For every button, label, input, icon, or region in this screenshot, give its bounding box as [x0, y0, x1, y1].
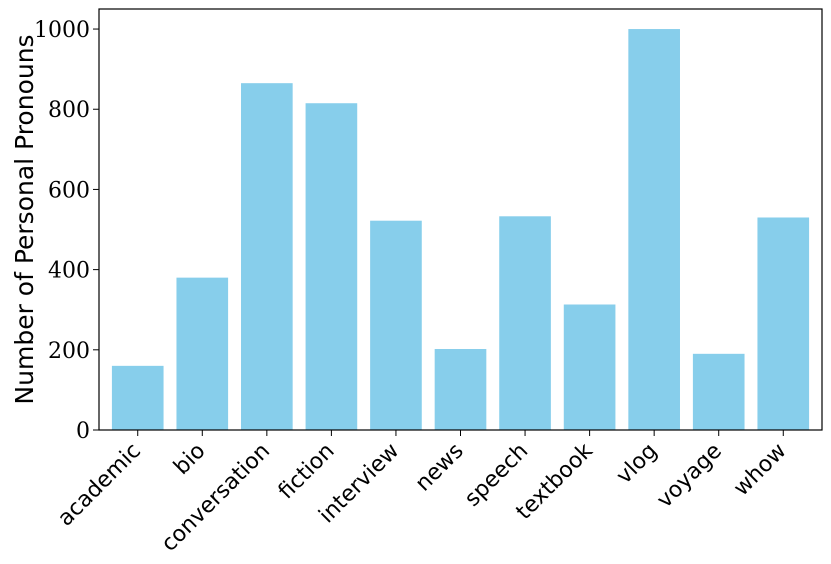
y-tick-label: 0 — [76, 419, 90, 444]
y-tick-label: 600 — [48, 178, 90, 203]
bars-group — [111, 29, 810, 431]
bar-whow — [757, 217, 810, 430]
y-axis-ticks: 0 200 400 600 800 1000 — [34, 18, 99, 444]
x-tick-label: academic — [53, 439, 146, 532]
x-tick-label: vlog — [612, 439, 663, 490]
bar-vlog — [628, 29, 680, 431]
bar-academic — [111, 365, 164, 430]
y-tick-label: 200 — [48, 339, 90, 364]
bar-fiction — [305, 103, 358, 430]
x-tick-label: bio — [169, 439, 210, 480]
y-tick-label: 800 — [48, 98, 90, 123]
y-tick-label: 400 — [48, 259, 90, 284]
bar-bio — [176, 277, 229, 430]
x-tick-label: news — [411, 439, 469, 497]
bar-conversation — [241, 83, 293, 430]
bar-interview — [370, 220, 422, 430]
y-axis-title: Number of Personal Pronouns — [10, 34, 39, 404]
bar-voyage — [692, 353, 745, 430]
y-tick-label: 1000 — [34, 18, 90, 43]
x-tick-label: whow — [729, 439, 792, 502]
bar-speech — [499, 216, 551, 430]
x-tick-label: voyage — [652, 439, 727, 514]
bar-news — [434, 349, 487, 430]
bar-textbook — [563, 304, 616, 430]
